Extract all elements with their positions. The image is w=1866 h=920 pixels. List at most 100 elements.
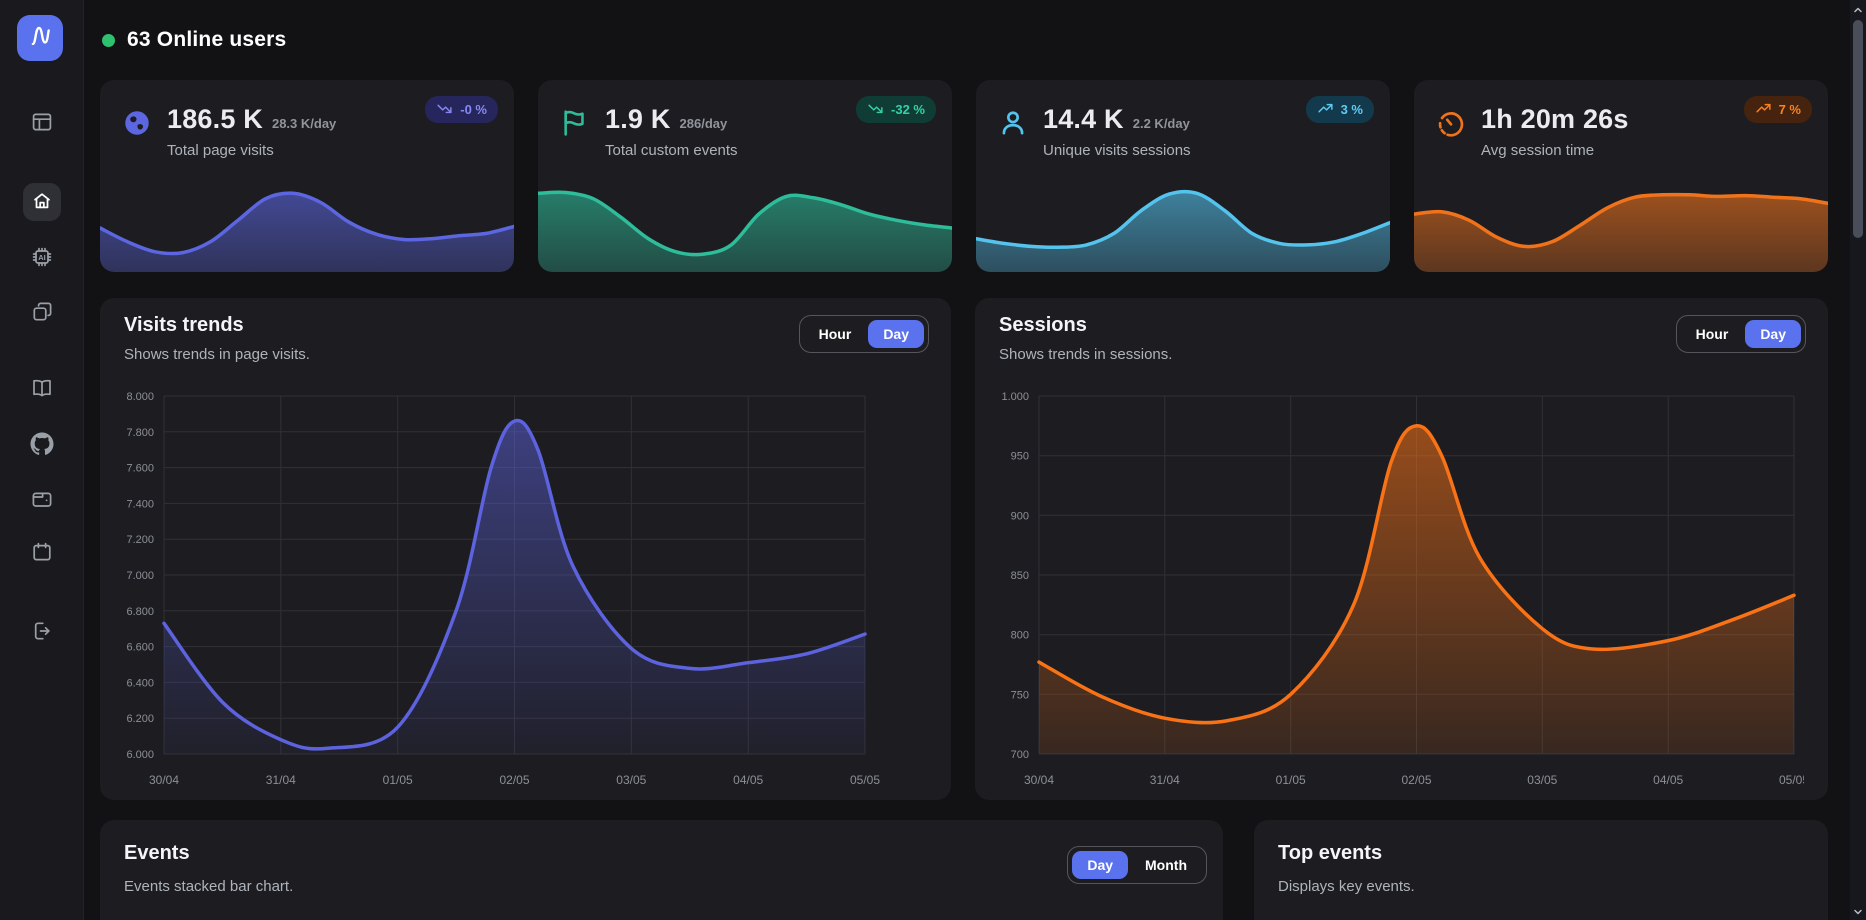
- toggle-option-day[interactable]: Day: [868, 320, 924, 348]
- visits-trends-chart: 8.000 7.800 7.600 7.400 7.200 7.000 6.800 6.600…: [126, 391, 880, 787]
- stat-value: 14.4 K: [1043, 104, 1124, 134]
- svg-text:8.000: 8.000: [126, 391, 154, 403]
- sparkline: [1414, 192, 1828, 272]
- badge-text: -0 %: [460, 102, 487, 117]
- badge-text: 3 %: [1340, 102, 1363, 117]
- svg-text:7.000: 7.000: [126, 570, 154, 582]
- svg-text:03/05: 03/05: [1527, 773, 1557, 787]
- trend-badge: -32 %: [856, 96, 936, 123]
- trending-down-icon: [436, 100, 453, 120]
- toggle-option-day[interactable]: Day: [1072, 851, 1129, 879]
- sessions-chart: 1.000 950 900 850 800 750 700 30/04 31/04 01/05 02…: [1001, 391, 1804, 787]
- stat-value: 186.5 K: [167, 104, 263, 134]
- svg-text:700: 700: [1011, 749, 1029, 761]
- trending-down-icon: [867, 100, 884, 120]
- events-card: Events Events stacked bar chart. Day Mon…: [100, 820, 1223, 920]
- svg-text:05/05: 05/05: [1779, 773, 1804, 787]
- sidebar-item-ai[interactable]: AI: [24, 240, 60, 276]
- sidebar: AI: [0, 0, 84, 920]
- svg-text:1.000: 1.000: [1001, 391, 1029, 403]
- stat-per-day: 286/day: [679, 116, 728, 131]
- sidebar-item-layout[interactable]: [24, 105, 60, 141]
- sidebar-item-wallet[interactable]: [24, 482, 60, 518]
- events-subtitle: Events stacked bar chart.: [124, 878, 294, 895]
- scrollbar-track[interactable]: [1850, 0, 1866, 920]
- globe-icon: [120, 106, 154, 140]
- stat-label: Unique visits sessions: [1043, 142, 1191, 159]
- svg-text:6.200: 6.200: [126, 713, 154, 725]
- chart-subtitle: Shows trends in page visits.: [124, 346, 310, 363]
- flag-icon: [558, 106, 592, 140]
- svg-text:30/04: 30/04: [1024, 773, 1054, 787]
- svg-text:7.200: 7.200: [126, 534, 154, 546]
- sidebar-item-docs[interactable]: [24, 371, 60, 407]
- ai-chip-icon: AI: [30, 245, 54, 272]
- sidebar-item-pages[interactable]: [24, 295, 60, 331]
- badge-text: 7 %: [1778, 102, 1801, 117]
- svg-text:02/05: 02/05: [1401, 773, 1431, 787]
- trend-badge: -0 %: [425, 96, 498, 123]
- copy-icon: [30, 300, 54, 327]
- hour-day-toggle: Hour Day: [798, 315, 929, 353]
- top-events-title: Top events: [1278, 842, 1383, 864]
- toggle-option-day[interactable]: Day: [1745, 320, 1801, 348]
- visits-trends-card: Visits trends Shows trends in page visit…: [100, 298, 951, 800]
- svg-text:01/05: 01/05: [383, 773, 413, 787]
- svg-text:05/05: 05/05: [850, 773, 880, 787]
- svg-text:800: 800: [1011, 630, 1029, 642]
- stat-label: Total page visits: [167, 142, 274, 159]
- online-users-count: 63 Online users: [127, 28, 287, 51]
- svg-text:850: 850: [1011, 570, 1029, 582]
- sparkline: [538, 190, 952, 272]
- online-status-dot: [102, 33, 115, 47]
- svg-text:30/04: 30/04: [149, 773, 179, 787]
- svg-text:03/05: 03/05: [616, 773, 646, 787]
- badge-text: -32 %: [891, 102, 925, 117]
- svg-text:AI: AI: [38, 252, 46, 261]
- user-icon: [996, 106, 1030, 140]
- sidebar-item-github[interactable]: [24, 427, 60, 463]
- trending-up-icon: [1755, 100, 1772, 120]
- sessions-card: Sessions Shows trends in sessions. Hour …: [975, 298, 1828, 800]
- svg-text:01/05: 01/05: [1276, 773, 1306, 787]
- svg-text:7.800: 7.800: [126, 427, 154, 439]
- svg-text:750: 750: [1011, 689, 1029, 701]
- book-icon: [30, 376, 54, 403]
- svg-text:04/05: 04/05: [733, 773, 763, 787]
- home-icon: [31, 190, 53, 215]
- top-events-card: Top events Displays key events.: [1254, 820, 1828, 920]
- stat-value: 1.9 K: [605, 104, 671, 134]
- scrollbar-up-icon[interactable]: [1850, 2, 1866, 18]
- stat-card-unique-visits: 14.4 K 2.2 K/day Unique visits sessions …: [976, 80, 1390, 272]
- toggle-option-hour[interactable]: Hour: [818, 326, 852, 342]
- sidebar-item-home[interactable]: [23, 183, 61, 221]
- toggle-option-hour[interactable]: Hour: [1695, 326, 1729, 342]
- svg-text:04/05: 04/05: [1653, 773, 1683, 787]
- svg-text:02/05: 02/05: [499, 773, 529, 787]
- stat-per-day: 28.3 K/day: [271, 116, 337, 131]
- stat-label: Avg session time: [1481, 142, 1595, 159]
- svg-text:6.800: 6.800: [126, 606, 154, 618]
- scrollbar-down-icon[interactable]: [1850, 904, 1866, 920]
- events-title: Events: [124, 842, 190, 864]
- svg-text:6.400: 6.400: [126, 677, 154, 689]
- svg-text:900: 900: [1011, 510, 1029, 522]
- sparkline: [976, 189, 1390, 272]
- wallet-icon: [30, 487, 54, 514]
- app-logo[interactable]: [17, 15, 63, 61]
- stat-label: Total custom events: [605, 142, 738, 159]
- github-icon: [30, 432, 54, 459]
- svg-text:950: 950: [1011, 451, 1029, 463]
- sidebar-item-logout[interactable]: [24, 614, 60, 650]
- scrollbar-thumb[interactable]: [1853, 20, 1863, 238]
- stat-card-avg-session-time: 1h 20m 26s Avg session time 7 %: [1414, 80, 1828, 272]
- chart-subtitle: Shows trends in sessions.: [999, 346, 1173, 363]
- toggle-option-month[interactable]: Month: [1145, 857, 1187, 873]
- svg-text:7.600: 7.600: [126, 463, 154, 475]
- sidebar-item-calendar[interactable]: [24, 535, 60, 571]
- stat-per-day: 2.2 K/day: [1132, 116, 1190, 131]
- svg-text:31/04: 31/04: [266, 773, 296, 787]
- svg-text:31/04: 31/04: [1150, 773, 1180, 787]
- trend-badge: 3 %: [1305, 96, 1374, 123]
- chart-title: Visits trends: [124, 314, 244, 336]
